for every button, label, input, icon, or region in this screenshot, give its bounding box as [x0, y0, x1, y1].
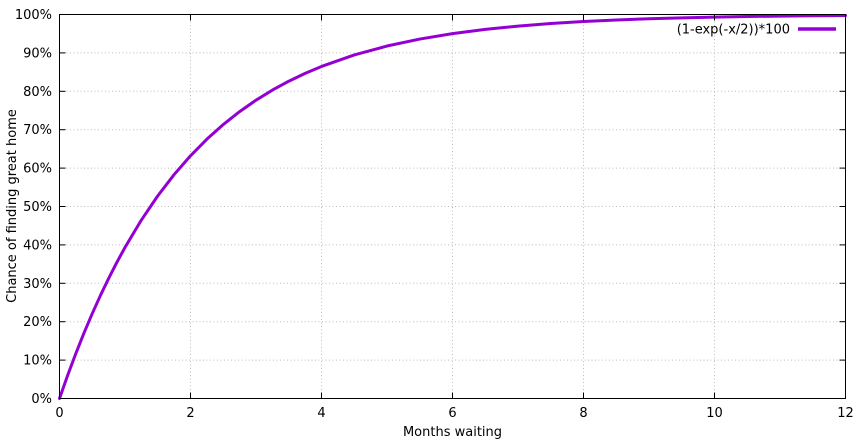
x-tick-label: 8: [579, 406, 587, 421]
x-tick-label: 6: [448, 406, 456, 421]
tick-layer: [59, 14, 846, 399]
y-tick-label: 0%: [31, 392, 52, 407]
y-tick-label: 10%: [23, 354, 52, 369]
x-tick-label: 12: [837, 406, 854, 421]
y-tick-label: 20%: [23, 315, 52, 330]
y-tick-label: 90%: [23, 46, 52, 61]
y-tick-label: 100%: [15, 8, 52, 23]
x-tick-label: 0: [55, 406, 63, 421]
x-tick-labels: 0 2 4 6 8 10 12: [55, 406, 853, 421]
grid-layer: [59, 14, 846, 399]
y-tick-label: 80%: [23, 85, 52, 100]
x-axis-label: Months waiting: [403, 425, 502, 440]
y-tick-label: 60%: [23, 162, 52, 177]
x-tick-label: 2: [186, 406, 194, 421]
y-axis-label: Chance of finding great home: [5, 109, 20, 303]
series-line: [58, 13, 847, 400]
y-tick-label: 40%: [23, 238, 52, 253]
y-tick-label: 70%: [23, 123, 52, 138]
y-tick-label: 50%: [23, 200, 52, 215]
y-tick-label: 30%: [23, 277, 52, 292]
x-tick-label: 4: [317, 406, 325, 421]
y-tick-labels: 0% 10% 20% 30% 40% 50% 60% 70% 80% 90% 100%: [15, 8, 52, 407]
legend-label: (1-exp(-x/2))*100: [677, 23, 790, 38]
x-tick-label: 10: [706, 406, 723, 421]
